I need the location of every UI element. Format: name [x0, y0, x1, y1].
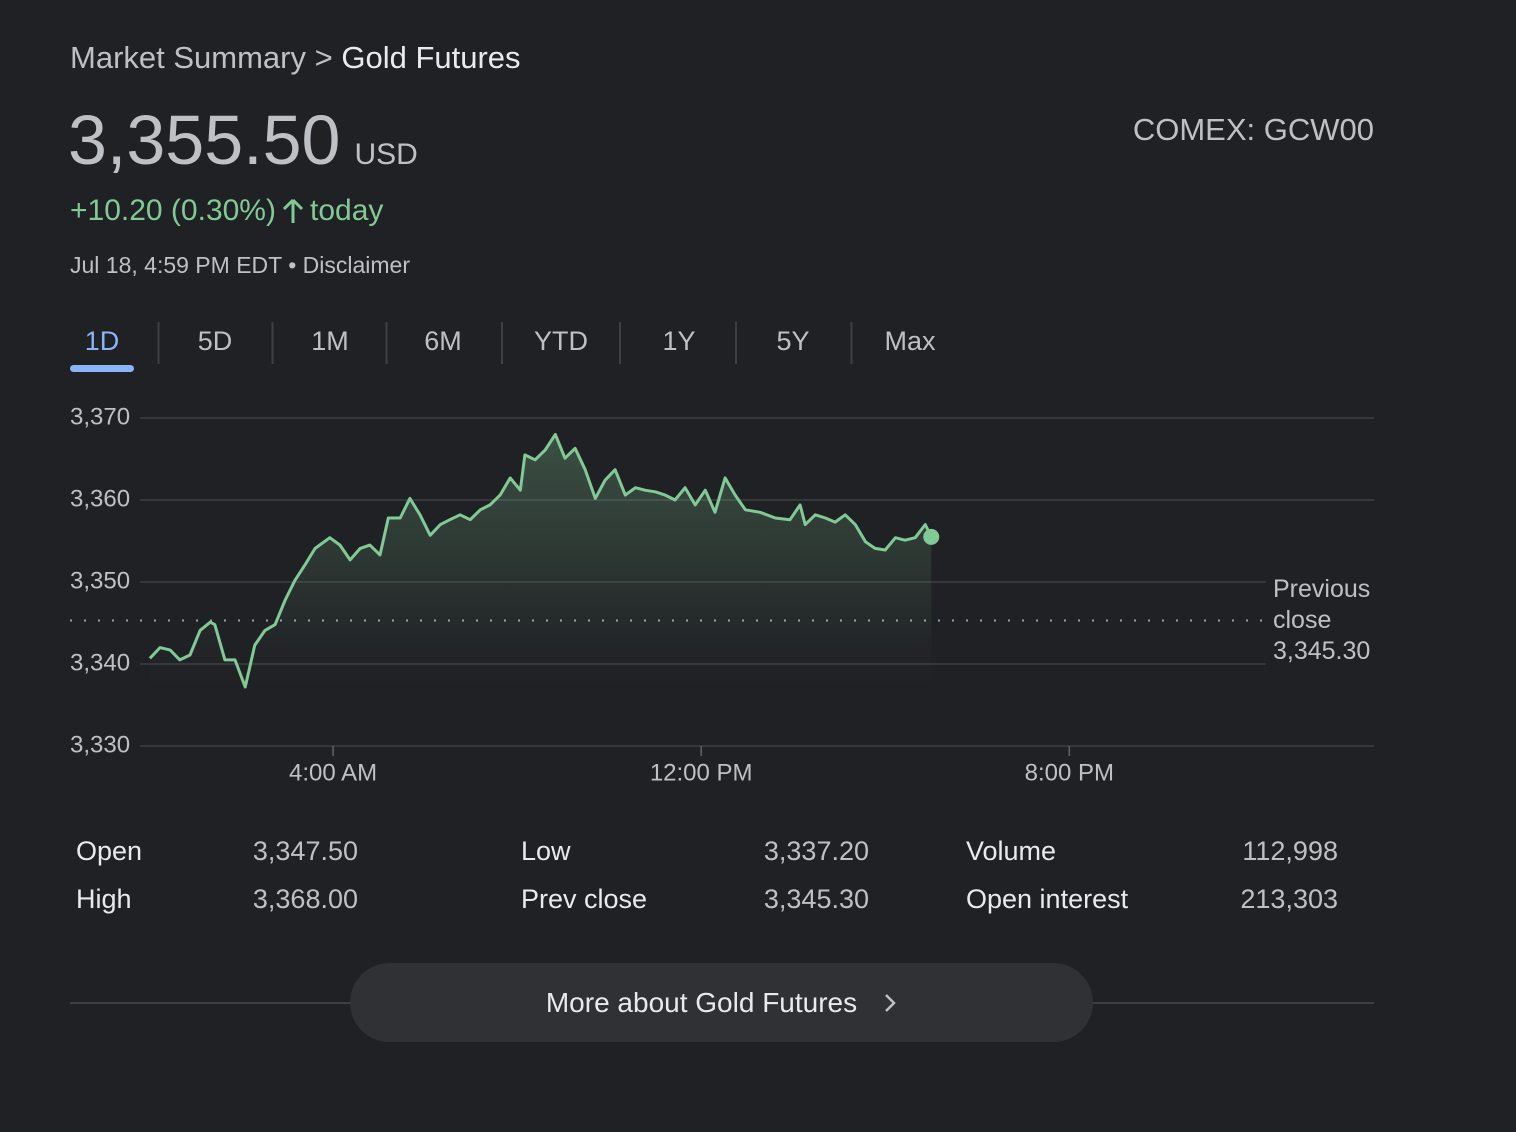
tab[interactable]: Max: [884, 326, 936, 356]
tab[interactable]: 6M: [424, 326, 462, 356]
chevron: [885, 993, 896, 1012]
tab-underline: [70, 365, 134, 372]
y-tick-label: 3,340: [70, 649, 130, 676]
stat-label: Open interest: [966, 884, 1129, 914]
reference-label: Previous close: [1273, 575, 1371, 634]
change-value: +10.20 (0.30%): [70, 194, 276, 227]
page-title: Gold Futures: [341, 40, 521, 75]
breadcrumb-separator: >: [314, 40, 333, 75]
last-point: [923, 528, 940, 545]
breadcrumb-link[interactable]: Market Summary: [70, 40, 306, 75]
tab[interactable]: 1M: [311, 326, 349, 356]
area: [149, 434, 932, 687]
more-button[interactable]: More about Gold Futures: [350, 963, 1093, 1042]
stat-label: Prev close: [521, 884, 648, 914]
tab[interactable]: 1Y: [662, 326, 696, 356]
bullet: •: [288, 252, 297, 278]
stat-value: 3,337.20: [763, 836, 869, 866]
exchange: COMEX: GCW00: [1132, 112, 1374, 147]
tab[interactable]: 1D: [84, 326, 120, 356]
stat-value: 3,368.00: [252, 884, 358, 914]
breadcrumb: Market Summary > Gold Futures: [70, 40, 521, 76]
y-tick-label: 3,350: [70, 567, 130, 594]
stat-label: Low: [521, 836, 571, 866]
stat-label: High: [76, 884, 132, 914]
stat-value: 3,345.30: [763, 884, 869, 914]
tab[interactable]: YTD: [534, 326, 588, 356]
line: [148, 432, 933, 689]
change-period: today: [309, 194, 384, 227]
stat-value: 112,998: [1242, 836, 1338, 866]
reference-value: 3,345.30: [1273, 637, 1371, 665]
price-block: 3,355.50 USD: [68, 100, 418, 180]
up-arrow: [282, 198, 304, 223]
x-tick-label: 4:00 AM: [289, 759, 377, 786]
y-tick-label: 3,330: [70, 731, 130, 758]
stat-value: 3,347.50: [252, 836, 358, 866]
timestamp-line: Jul 18, 4:59 PM EDT • Disclaimer: [70, 252, 410, 279]
stat-label: Volume: [966, 836, 1057, 866]
stat-value: 213,303: [1240, 884, 1338, 914]
previous-close-label: Previous close 3,345.30: [1266, 574, 1385, 667]
change: +10.20 (0.30%) today: [70, 194, 383, 228]
price: 3,355.50: [68, 101, 341, 179]
currency: USD: [354, 138, 418, 171]
tab[interactable]: 5Y: [776, 326, 810, 356]
timestamp: Jul 18, 4:59 PM EDT: [70, 252, 282, 278]
more-button-label: More about Gold Futures: [545, 986, 858, 1018]
y-tick-label: 3,360: [70, 485, 130, 512]
stat-label: Open: [76, 836, 143, 866]
tab[interactable]: 5D: [197, 326, 233, 356]
y-tick-label: 3,370: [70, 403, 130, 430]
disclaimer-link[interactable]: Disclaimer: [302, 252, 410, 278]
x-tick-label: 8:00 PM: [1025, 759, 1114, 786]
x-tick-label: 12:00 PM: [650, 759, 753, 786]
